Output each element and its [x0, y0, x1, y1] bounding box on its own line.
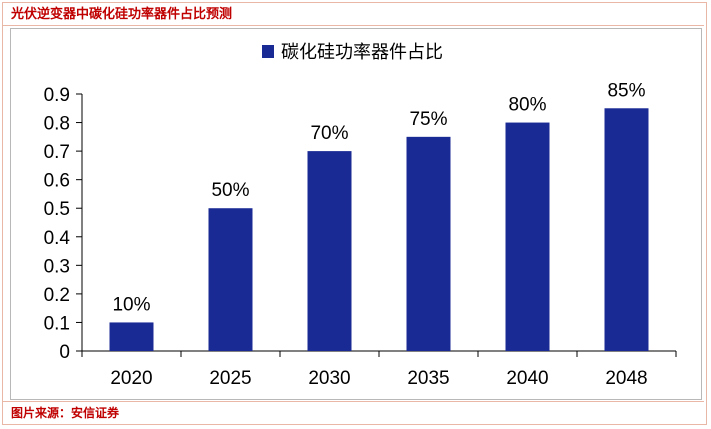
figure-header: 光伏逆变器中碳化硅功率器件占比预测: [2, 3, 704, 26]
figure-footer: 图片来源：安信证券: [2, 401, 704, 424]
y-tick-label: 0.1: [44, 313, 70, 334]
bar: [604, 108, 649, 352]
bar: [406, 136, 451, 351]
data-label: 80%: [508, 95, 546, 116]
x-tick-label: 2020: [110, 368, 152, 389]
legend-label: 碳化硅功率器件占比: [281, 42, 443, 63]
y-tick-label: 0.3: [44, 256, 70, 277]
data-label: 10%: [112, 294, 150, 315]
bar: [505, 122, 550, 351]
y-tick-label: 0.8: [44, 114, 70, 135]
data-label: 50%: [211, 180, 249, 201]
bar-chart: 0 0.1 0.2 0.3 0.4 0.5 0.6 0.7 0.8 0.9 10% 2020 50% 20…: [44, 42, 677, 389]
bar: [208, 208, 253, 351]
figure-frame: [2, 2, 707, 425]
y-tick-label: 0.2: [44, 285, 70, 306]
y-tick-label: 0.7: [44, 142, 70, 163]
legend-swatch: [262, 45, 274, 58]
y-tick-label: 0.5: [44, 199, 70, 220]
bar: [109, 322, 154, 351]
bar: [307, 151, 352, 351]
y-tick-label: 0.4: [44, 228, 71, 249]
y-tick-label: 0.6: [44, 171, 70, 192]
data-label: 75%: [409, 109, 447, 130]
data-label: 85%: [607, 80, 645, 101]
y-tick-label: 0: [59, 342, 70, 363]
chart-area: 0 0.1 0.2 0.3 0.4 0.5 0.6 0.7 0.8 0.9 10% 2020 50% 20…: [10, 28, 702, 400]
x-tick-label: 2040: [506, 368, 548, 389]
x-tick-label: 2025: [209, 368, 251, 389]
data-label: 70%: [310, 123, 348, 144]
figure-title: 光伏逆变器中碳化硅功率器件占比预测: [11, 7, 233, 22]
x-tick-label: 2035: [407, 368, 449, 389]
y-tick-label: 0.9: [44, 85, 70, 106]
x-tick-label: 2030: [308, 368, 350, 389]
source-note: 图片来源：安信证券: [11, 406, 120, 420]
x-tick-label: 2048: [605, 368, 647, 389]
